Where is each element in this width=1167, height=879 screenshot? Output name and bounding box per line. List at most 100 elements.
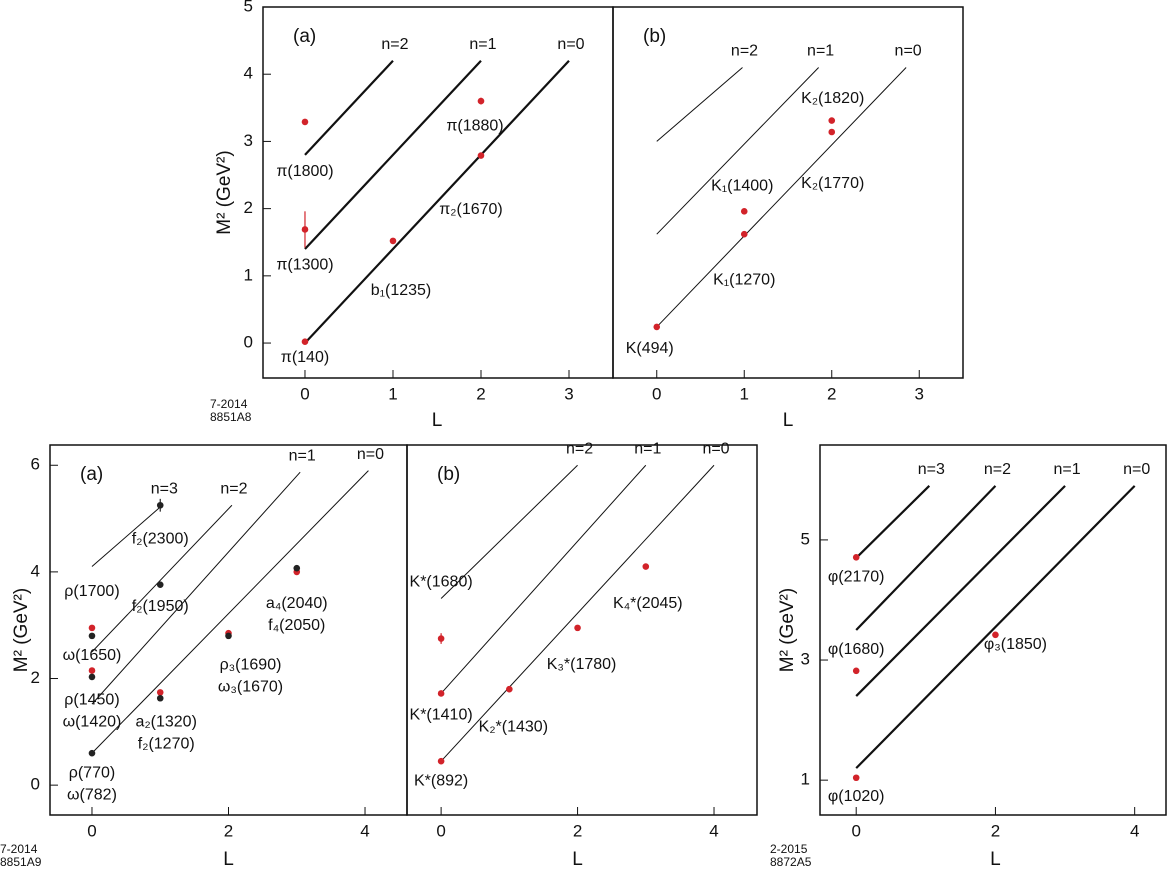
data-point bbox=[437, 757, 445, 765]
point-label: ρ(1700) bbox=[64, 583, 119, 600]
point-label: π(1300) bbox=[276, 257, 333, 274]
x-tick-label: 2 bbox=[573, 821, 582, 840]
point-label: K*(1410) bbox=[410, 707, 473, 724]
point-label: K₂*(1430) bbox=[479, 718, 548, 735]
data-point bbox=[301, 226, 309, 233]
trajectory-label: n=0 bbox=[702, 440, 729, 457]
trajectory bbox=[304, 60, 394, 156]
trajectory-label: n=1 bbox=[807, 43, 834, 60]
trajectory bbox=[656, 67, 819, 235]
data-point bbox=[88, 624, 96, 632]
point-label: b₁(1235) bbox=[371, 282, 432, 299]
point-label: K₂(1820) bbox=[801, 90, 864, 107]
y-tick-label: 4 bbox=[31, 561, 40, 580]
point-label: ω₃(1670) bbox=[218, 678, 283, 695]
x-tick-label: 0 bbox=[87, 821, 96, 840]
trajectory bbox=[855, 485, 931, 559]
trajectory bbox=[91, 504, 233, 653]
point-label: ω(1420) bbox=[63, 714, 122, 731]
stamp: 8851A9 bbox=[0, 855, 42, 869]
data-point bbox=[574, 624, 581, 632]
trajectory bbox=[440, 464, 647, 694]
y-axis-label: M² (GeV²) bbox=[777, 588, 798, 672]
point-label: K₂(1770) bbox=[801, 175, 864, 192]
y-tick-label: 6 bbox=[31, 455, 40, 474]
x-axis-label: L bbox=[223, 849, 234, 870]
x-tick-label: 0 bbox=[300, 384, 309, 403]
point-label: f₄(2050) bbox=[268, 617, 325, 634]
trajectory-label: n=3 bbox=[151, 480, 178, 497]
point-label: K*(1680) bbox=[410, 574, 473, 591]
x-tick-label: 0 bbox=[652, 384, 661, 403]
plot-frame bbox=[612, 6, 964, 379]
trajectory-label: n=2 bbox=[220, 480, 247, 497]
point-label: ω(1650) bbox=[63, 647, 122, 664]
trajectory bbox=[91, 504, 163, 567]
data-point bbox=[852, 554, 860, 561]
x-tick-label: 2 bbox=[827, 384, 836, 403]
trajectory bbox=[304, 60, 482, 250]
data-point bbox=[437, 635, 445, 642]
panel-label: (a) bbox=[80, 464, 103, 485]
trajectory bbox=[304, 60, 570, 344]
y-tick-label: 2 bbox=[244, 198, 253, 217]
data-point bbox=[389, 237, 397, 245]
trajectory bbox=[440, 464, 578, 599]
point-label: K₃*(1780) bbox=[547, 656, 617, 673]
x-tick-label: 4 bbox=[709, 821, 718, 840]
point-label: a₄(2040) bbox=[266, 595, 328, 612]
trajectory bbox=[91, 471, 301, 705]
trajectory-label: n=2 bbox=[731, 43, 758, 60]
trajectory-label: n=1 bbox=[634, 440, 661, 457]
data-point bbox=[828, 128, 836, 136]
trajectory bbox=[855, 485, 997, 631]
trajectory-label: n=1 bbox=[289, 447, 316, 464]
y-tick-label: 5 bbox=[801, 529, 810, 548]
data-point bbox=[477, 152, 485, 159]
trajectory-label: n=3 bbox=[918, 461, 945, 478]
data-point bbox=[301, 338, 309, 346]
x-tick-label: 0 bbox=[851, 821, 860, 840]
trajectory-label: n=0 bbox=[357, 446, 384, 463]
data-point bbox=[992, 631, 999, 639]
data-point bbox=[653, 323, 661, 331]
data-point bbox=[156, 694, 164, 702]
y-tick-label: 4 bbox=[244, 64, 253, 83]
trajectory bbox=[91, 470, 369, 754]
y-tick-label: 1 bbox=[801, 770, 810, 789]
point-label: φ(1020) bbox=[828, 788, 885, 805]
point-label: φ₃(1850) bbox=[984, 636, 1047, 653]
stamp: 7-2014 bbox=[0, 842, 38, 856]
trajectory-label: n=1 bbox=[469, 36, 496, 53]
stamp: 8851A8 bbox=[210, 410, 252, 424]
panel-label: (b) bbox=[643, 26, 666, 47]
point-label: a₂(1320) bbox=[136, 713, 197, 730]
point-label: φ(2170) bbox=[828, 569, 885, 586]
x-axis-label: L bbox=[990, 849, 1001, 870]
stamp: 7-2014 bbox=[210, 397, 248, 411]
data-point bbox=[301, 118, 309, 126]
trajectory-label: n=0 bbox=[1123, 461, 1150, 478]
x-tick-label: 1 bbox=[740, 384, 749, 403]
stamp: 2-2015 bbox=[770, 842, 808, 856]
point-label: ω(782) bbox=[67, 786, 117, 803]
point-label: π(1800) bbox=[276, 163, 333, 180]
point-label: f₂(1270) bbox=[138, 735, 195, 752]
data-point bbox=[828, 117, 836, 124]
data-point bbox=[225, 632, 232, 640]
point-label: ρ(1450) bbox=[64, 692, 119, 709]
x-axis-label: L bbox=[572, 849, 583, 870]
data-point bbox=[740, 230, 748, 238]
data-point bbox=[293, 564, 301, 572]
data-point bbox=[156, 501, 164, 509]
data-point bbox=[477, 97, 485, 105]
data-point bbox=[852, 774, 860, 782]
y-tick-label: 3 bbox=[244, 131, 253, 150]
trajectory bbox=[656, 67, 743, 142]
x-tick-label: 2 bbox=[476, 384, 485, 403]
point-label: f₂(1950) bbox=[132, 598, 189, 615]
panel-label: (a) bbox=[293, 26, 316, 47]
data-point bbox=[156, 689, 164, 696]
y-tick-label: 3 bbox=[801, 650, 810, 669]
